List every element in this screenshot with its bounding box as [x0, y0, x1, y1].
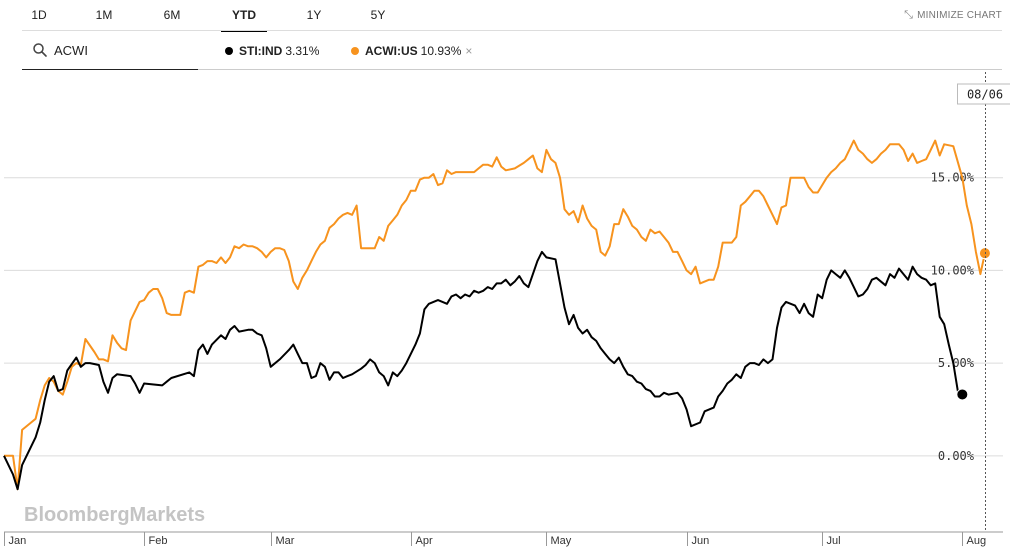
- x-tick-label: May: [551, 535, 572, 547]
- legend-name: ACWI:US: [365, 44, 418, 58]
- tab-6m[interactable]: 6M: [163, 8, 181, 22]
- tab-1d[interactable]: 1D: [31, 8, 47, 22]
- tab-5y[interactable]: 5Y: [370, 8, 386, 22]
- series-end-marker: [956, 388, 969, 401]
- legend-item-sti: STI:IND 3.31%: [225, 44, 319, 58]
- series-lines: [3, 139, 991, 491]
- time-range-tabs: 1D 1M 6M YTD 1Y 5Y ⤡ MINIMIZE CHART: [0, 0, 1010, 32]
- y-tick-label: 10.00%: [931, 263, 975, 277]
- x-tick-label: Jan: [9, 535, 27, 547]
- y-tick-label: 5.00%: [938, 356, 975, 370]
- x-axis: Jan Feb Mar Apr May Jun Jul Aug: [4, 531, 1003, 547]
- tab-ytd[interactable]: YTD: [221, 8, 267, 32]
- minimize-icon: ⤡: [904, 9, 914, 21]
- legend-divider: [198, 69, 1002, 70]
- series-line-acwi-us: [4, 139, 986, 491]
- series-line-sti-ind: [3, 250, 963, 491]
- grid: 0.00% 5.00% 10.00% 15.00%: [4, 171, 1003, 463]
- legend-name: STI:IND: [239, 44, 283, 58]
- bloomberg-markets-watermark: BloombergMarkets: [24, 504, 205, 526]
- y-tick-label: 0.00%: [938, 449, 975, 463]
- x-tick-label: Apr: [416, 535, 433, 547]
- x-tick-label: Jun: [692, 535, 710, 547]
- legend-dot-acwi: [351, 47, 359, 55]
- remove-series-button[interactable]: ×: [465, 44, 473, 58]
- search-icon: [33, 43, 47, 57]
- search-box: [22, 36, 198, 70]
- legend-dot-sti: [225, 47, 233, 55]
- legend-value: 10.93%: [420, 44, 462, 58]
- legend-item-acwi: ACWI:US 10.93% ×: [351, 44, 472, 58]
- minimize-chart-button[interactable]: ⤡ MINIMIZE CHART: [904, 9, 1002, 22]
- tab-1m[interactable]: 1M: [95, 8, 113, 22]
- crosshair-date-box: [957, 83, 1010, 105]
- tab-1y[interactable]: 1Y: [306, 8, 322, 22]
- x-tick-label: Mar: [276, 535, 295, 547]
- minimize-chart-label: MINIMIZE CHART: [917, 10, 1002, 21]
- legend-value: 3.31%: [285, 44, 320, 58]
- crosshair: 08/06: [957, 72, 1010, 532]
- x-tick-label: Aug: [967, 535, 987, 547]
- x-tick-label: Jul: [827, 535, 841, 547]
- top-divider: [22, 30, 1002, 31]
- search-input[interactable]: [54, 40, 194, 60]
- y-tick-label: 15.00%: [931, 171, 975, 185]
- x-tick-label: Feb: [149, 535, 168, 547]
- series-end-marker: [978, 247, 991, 260]
- crosshair-date-label: 08/06: [967, 88, 1003, 102]
